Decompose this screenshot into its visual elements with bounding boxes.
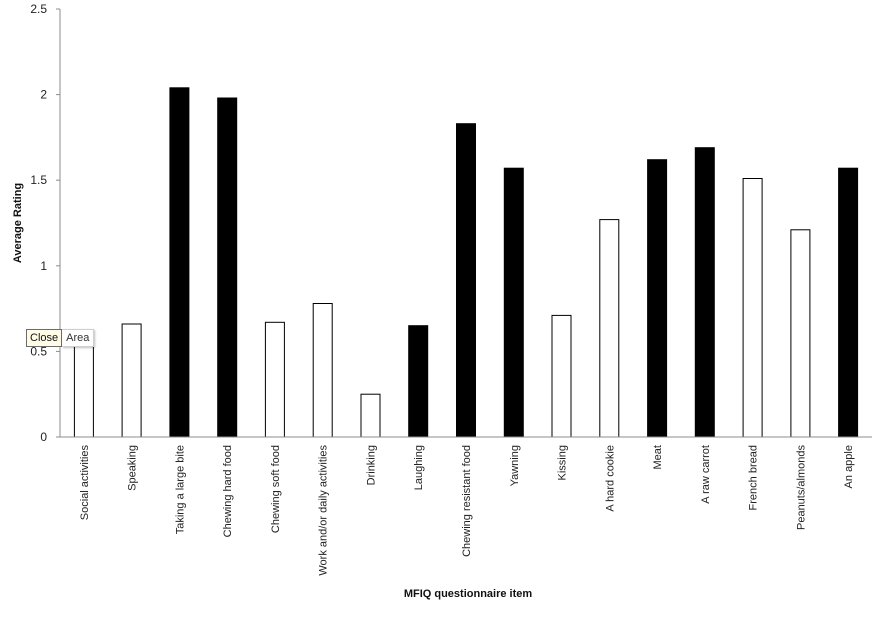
y-axis-ticks: 0 0.5 1 1.5 2 2.5 bbox=[30, 2, 60, 444]
bar bbox=[408, 325, 429, 438]
x-tick-label: Chewing resistant food bbox=[461, 445, 473, 557]
y-tick-label: 2 bbox=[40, 88, 47, 102]
bar bbox=[121, 323, 142, 438]
bar bbox=[599, 219, 620, 438]
bar bbox=[551, 314, 572, 438]
x-tick-label: Speaking bbox=[127, 445, 139, 491]
x-axis-title: MFIQ questionnaire item bbox=[404, 588, 533, 600]
bar bbox=[694, 147, 715, 438]
x-tick-label: French bread bbox=[748, 445, 760, 510]
x-tick-label: An apple bbox=[843, 445, 855, 488]
x-axis-category-labels: Social activities Speaking Taking a large … bbox=[79, 445, 855, 576]
bar bbox=[838, 167, 859, 438]
bar bbox=[742, 178, 763, 438]
x-tick-label: Chewing hard food bbox=[222, 445, 234, 537]
x-tick-label: Laughing bbox=[413, 445, 425, 490]
x-tick-label: Kissing bbox=[557, 445, 569, 480]
chart-tooltip: Close Area bbox=[26, 329, 95, 347]
x-tick-label: Meat bbox=[652, 445, 664, 469]
bar bbox=[312, 303, 333, 438]
x-tick-label: Chewing soft food bbox=[270, 445, 282, 533]
y-tick-label: 2.5 bbox=[30, 2, 47, 16]
bar bbox=[456, 123, 476, 438]
bar bbox=[169, 87, 190, 438]
x-tick-label: Taking a large bite bbox=[174, 445, 186, 534]
tooltip-area-label: Area bbox=[62, 329, 95, 347]
bar bbox=[264, 321, 285, 438]
x-tick-label: A raw carrot bbox=[700, 445, 712, 504]
y-tick-label: 0.5 bbox=[30, 344, 47, 358]
x-tick-label: Drinking bbox=[365, 445, 377, 485]
x-tick-label: Peanuts/almonds bbox=[795, 445, 807, 530]
y-tick-label: 1 bbox=[40, 259, 47, 273]
bar bbox=[217, 97, 238, 438]
bar bbox=[73, 342, 94, 438]
y-tick-label: 1.5 bbox=[30, 173, 47, 187]
bar bbox=[790, 229, 811, 438]
bar bbox=[647, 159, 668, 438]
x-tick-label: Work and/or daily activities bbox=[318, 445, 330, 576]
y-axis-title: Average Rating bbox=[12, 183, 24, 263]
x-tick-label: A hard cookie bbox=[604, 445, 616, 512]
bar bbox=[503, 167, 524, 438]
x-tick-label: Social activities bbox=[79, 445, 91, 521]
tooltip-close-button[interactable]: Close bbox=[26, 329, 63, 347]
y-tick-label: 0 bbox=[40, 430, 47, 444]
bar bbox=[360, 393, 381, 438]
plot-area bbox=[73, 87, 859, 438]
x-tick-label: Yawning bbox=[509, 445, 521, 486]
